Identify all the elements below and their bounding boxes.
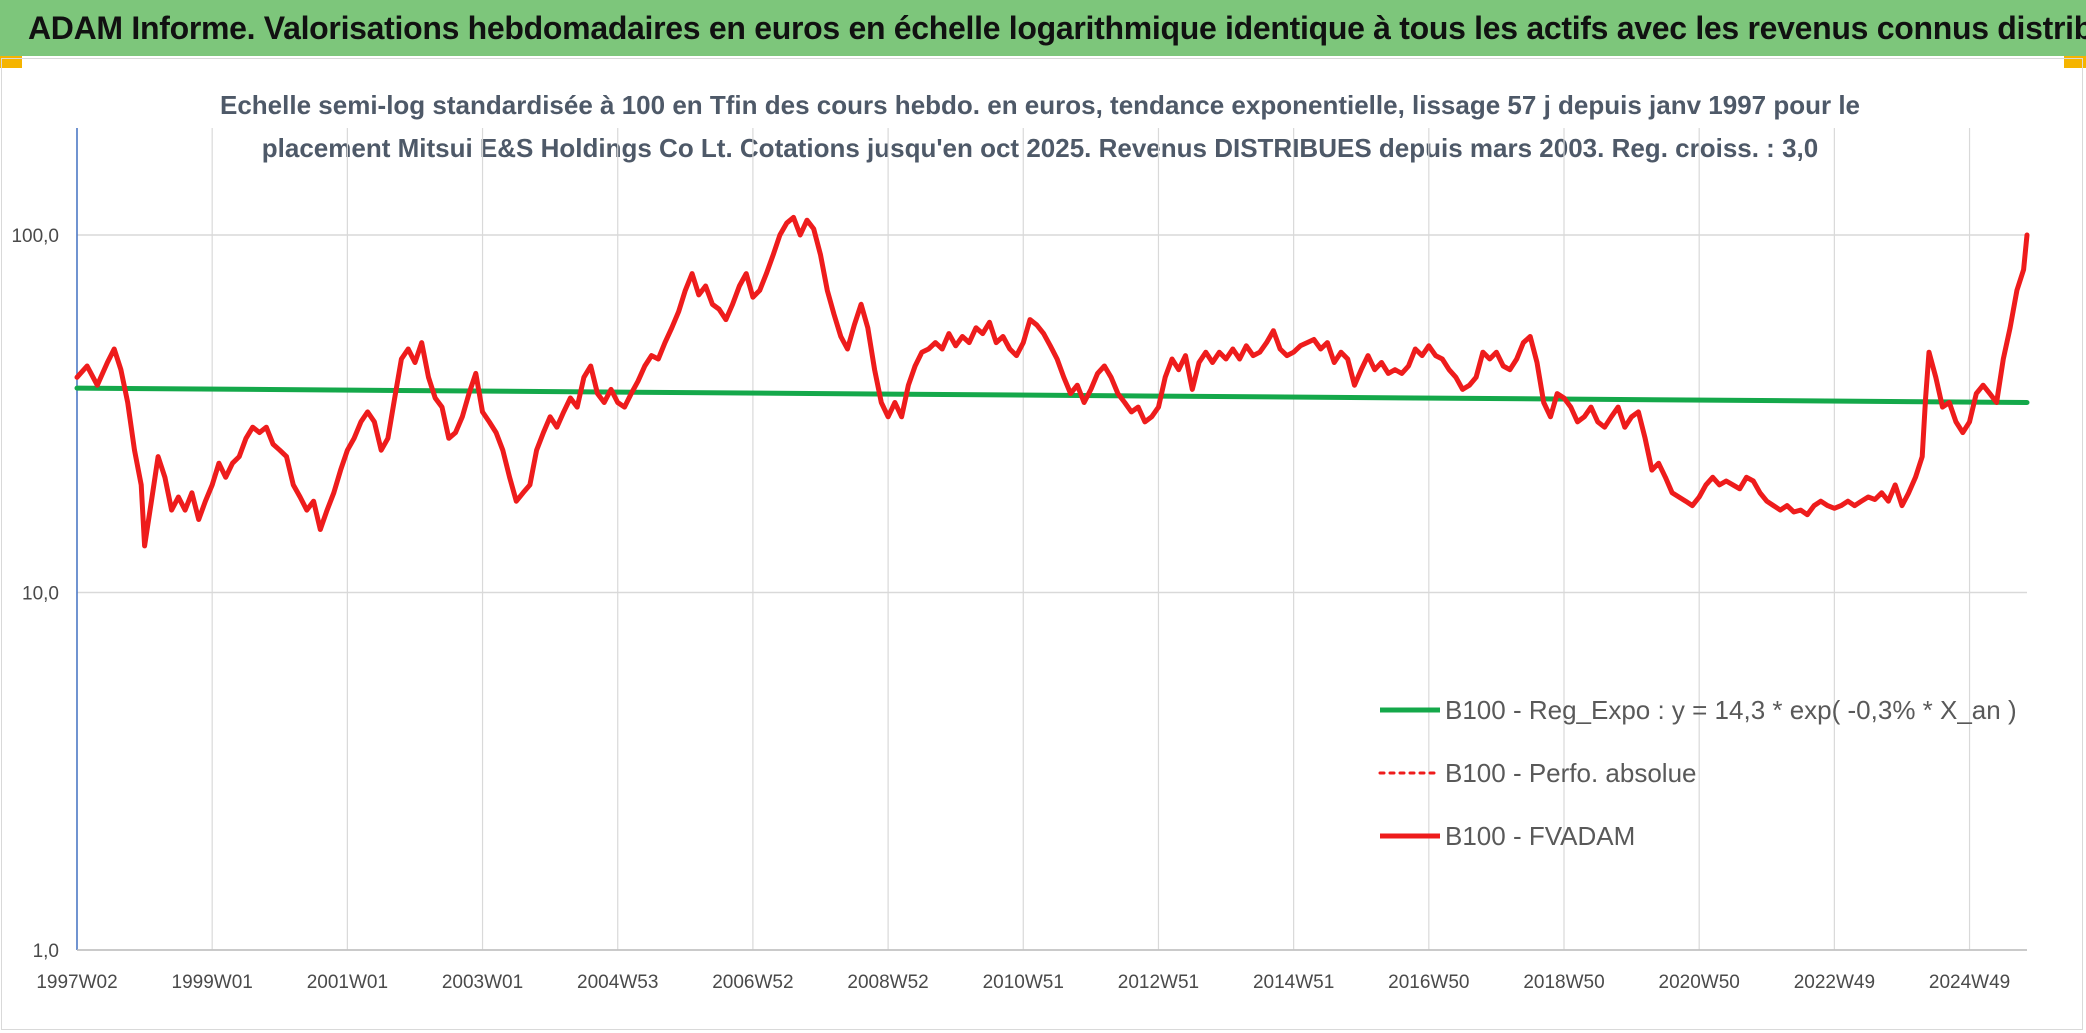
chart-frame bbox=[1, 58, 2083, 1030]
x-tick-label: 2024W49 bbox=[1929, 972, 2010, 993]
x-tick-label: 2008W52 bbox=[847, 972, 928, 993]
regression-line bbox=[74, 385, 2030, 405]
legend-label-fvadam-line: B100 - FVADAM bbox=[1445, 821, 1635, 851]
x-tick-label: 2001W01 bbox=[307, 972, 388, 993]
corner-mark-left bbox=[0, 56, 22, 68]
grid-layer bbox=[76, 128, 2027, 951]
legend-label-regression-line: B100 - Reg_Expo : y = 14,3 * exp( -0,3% … bbox=[1445, 695, 2017, 725]
series-layer bbox=[74, 214, 2030, 549]
corner-mark-right bbox=[2064, 56, 2086, 68]
x-tick-label: 2012W51 bbox=[1118, 972, 1199, 993]
legend: B100 - Reg_Expo : y = 14,3 * exp( -0,3% … bbox=[1378, 695, 2017, 851]
x-tick-label: 2018W50 bbox=[1523, 972, 1604, 993]
chart-title-line-1: Echelle semi-log standardisée à 100 en T… bbox=[220, 90, 1861, 120]
y-tick-label: 100,0 bbox=[11, 226, 59, 247]
x-tick-label: 2003W01 bbox=[442, 972, 523, 993]
x-tick-label: 2010W51 bbox=[983, 972, 1064, 993]
page-title: ADAM Informe. Valorisations hebdomadaire… bbox=[28, 9, 2086, 46]
fvadam-line bbox=[74, 214, 2030, 549]
legend-label-perfo-absolue-line: B100 - Perfo. absolue bbox=[1445, 758, 1697, 788]
header-banner: ADAM Informe. Valorisations hebdomadaire… bbox=[0, 0, 2086, 56]
x-tick-label: 1999W01 bbox=[172, 972, 253, 993]
x-tick-label: 2006W52 bbox=[712, 972, 793, 993]
x-tick-label: 2004W53 bbox=[577, 972, 658, 993]
axis-layer: 1,0 10,0 100,0 1997W02 1999W01 2001W01 2003W01… bbox=[11, 128, 2027, 993]
chart-title-line-2: placement Mitsui E&S Holdings Co Lt. Cot… bbox=[261, 133, 1819, 163]
x-tick-label: 2020W50 bbox=[1659, 972, 1740, 993]
x-tick-label: 2022W49 bbox=[1794, 972, 1875, 993]
y-tick-label: 10,0 bbox=[22, 584, 59, 605]
x-tick-label: 2014W51 bbox=[1253, 972, 1334, 993]
x-tick-label: 2016W50 bbox=[1388, 972, 1469, 993]
y-tick-label: 1,0 bbox=[33, 941, 59, 962]
x-tick-label: 1997W02 bbox=[36, 972, 117, 993]
